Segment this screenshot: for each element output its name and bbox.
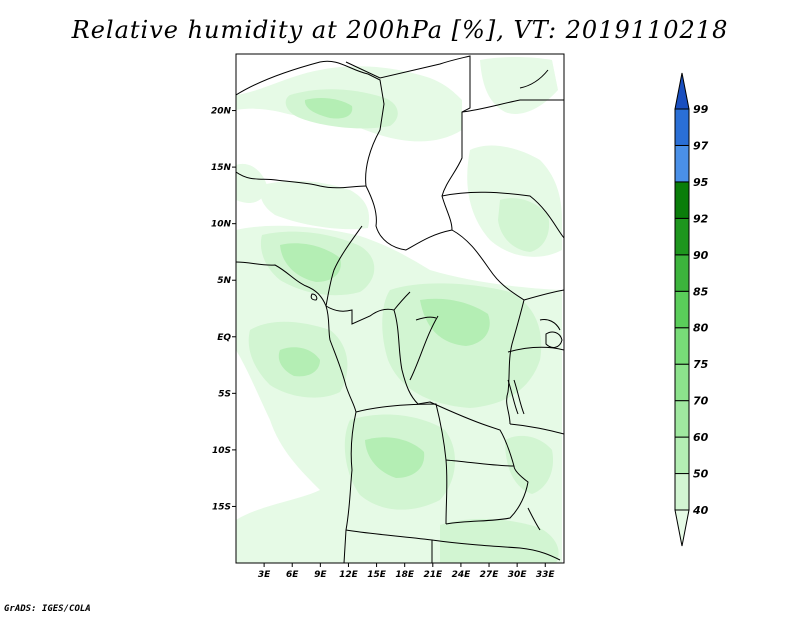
river-congo (409, 315, 439, 381)
border-angola (355, 403, 448, 525)
border-sudan (441, 191, 564, 239)
humidity-band-60 (365, 437, 425, 478)
border-gabon-congo (325, 291, 411, 325)
colorbar-segment (674, 181, 690, 219)
colorbar-segment (674, 144, 690, 183)
lon-tick-label: 33E (536, 570, 556, 580)
border-cameroon (325, 225, 363, 307)
lat-tick-label: 15S (212, 502, 231, 512)
colorbar-segment (674, 108, 690, 146)
lake-tanganyika (507, 379, 525, 415)
lon-tick-label: 12E (339, 570, 359, 580)
border-south (431, 539, 561, 561)
lon-tick-label: 15E (367, 570, 387, 580)
colorbar-label: 50 (693, 468, 709, 481)
border-east-africa (507, 289, 564, 435)
colorbar-label: 70 (693, 395, 709, 408)
border-chad-car (365, 185, 525, 301)
colorbar-segment (674, 400, 690, 438)
colorbar-label: 40 (692, 504, 709, 517)
lon-tick-label: 3E (258, 570, 271, 580)
humidity-shading (236, 57, 562, 563)
lon-tick-label: 9E (314, 570, 327, 580)
map-frame (235, 53, 565, 564)
lat-tick-label: EQ (217, 333, 231, 343)
border-niger-chad (345, 55, 471, 231)
lon-tick-label: 6E (286, 570, 299, 580)
lon-tick-label: 18E (395, 570, 415, 580)
lat-tick-label: 20N (211, 107, 232, 117)
colorbar-label: 97 (693, 139, 709, 152)
lat-tick-label: 5N (217, 276, 231, 286)
colorbar-label: 85 (693, 285, 709, 298)
colorbar-segment (674, 217, 690, 256)
colorbar-label: 90 (693, 249, 709, 262)
colorbar-segment (674, 254, 690, 292)
border-lake-region (539, 319, 561, 331)
humidity-band-40 (480, 57, 558, 114)
coastline-west-africa (236, 261, 357, 563)
lat-tick-label: 5S (218, 389, 231, 399)
lon-tick-label: 30E (508, 570, 528, 580)
humidity-band-50 (382, 283, 542, 408)
colorbar-label: 75 (693, 358, 709, 371)
border-zambia-zim (445, 459, 515, 467)
lon-tick-label: 21E (423, 570, 443, 580)
humidity-band-40 (236, 163, 268, 203)
humidity-band-60 (280, 243, 341, 282)
colorbar-segment (674, 72, 690, 110)
humidity-band-60 (420, 298, 490, 346)
island-bioko (310, 293, 318, 301)
lake-malawi (527, 507, 541, 531)
border-libya-egypt (461, 56, 564, 113)
humidity-band-60 (304, 98, 353, 119)
colorbar-segment (674, 509, 690, 547)
map-title: Relative humidity at 200hPa [%], VT: 201… (71, 16, 729, 44)
lat-tick-label: 10S (212, 446, 231, 456)
humidity-band-50 (440, 518, 559, 563)
colorbar-label: 95 (693, 176, 709, 189)
colorbar-segment (674, 363, 690, 402)
lake-victoria (545, 331, 563, 348)
colorbar: 40 50 60 70 75 80 85 90 92 95 97 99 (674, 72, 709, 547)
humidity-band-50 (505, 435, 554, 494)
colorbar-label: 80 (693, 322, 709, 335)
latitude-ticks: 20N 15N 10N 5N EQ 5S 10S 15S (211, 107, 236, 512)
border-zambia (445, 465, 529, 525)
colorbar-label: 60 (693, 431, 709, 444)
colorbar-label: 99 (693, 103, 709, 116)
coast-north (519, 69, 549, 89)
colorbar-segment (674, 473, 690, 511)
colorbar-label: 92 (693, 212, 709, 225)
border-drc-east (506, 299, 525, 425)
lon-tick-label: 27E (480, 570, 500, 580)
border-namibia (345, 529, 433, 563)
lat-tick-label: 10N (211, 220, 232, 230)
lon-tick-label: 24E (452, 570, 472, 580)
colorbar-segment (674, 290, 690, 329)
humidity-band-60 (278, 347, 320, 377)
humidity-band-40 (260, 180, 370, 230)
border-north (236, 60, 385, 187)
humidity-band-50 (498, 198, 550, 252)
border-sahel-1 (236, 171, 367, 189)
colorbar-segment (674, 327, 690, 365)
country-borders (236, 55, 564, 563)
grads-credit: GrADS: IGES/COLA (4, 604, 91, 614)
border-drc (393, 309, 515, 467)
lat-tick-label: 15N (211, 163, 232, 173)
colorbar-segment (674, 436, 690, 475)
longitude-ticks: 3E 6E 9E 12E 15E 18E 21E 24E 27E 30E 33E (258, 563, 556, 580)
